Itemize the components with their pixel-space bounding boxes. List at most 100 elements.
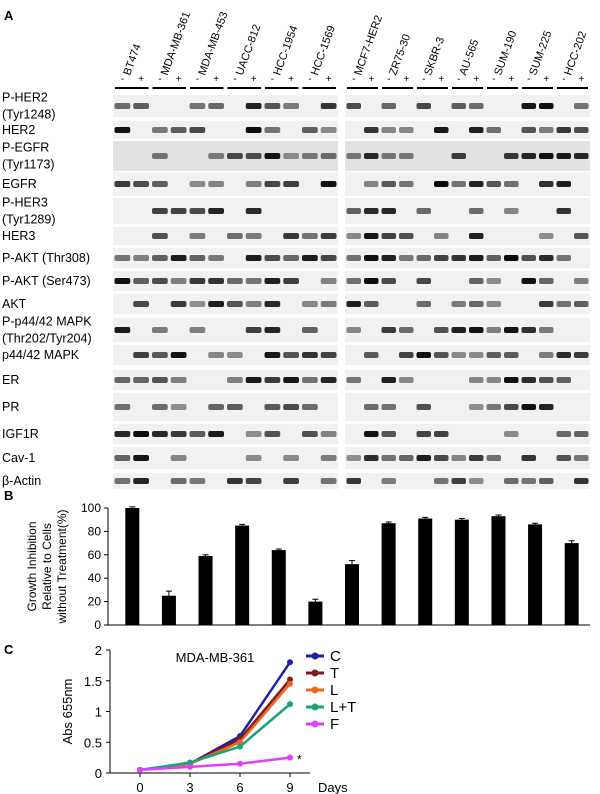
blot-band: [346, 478, 361, 484]
blot-band: [264, 255, 281, 261]
blot-band: [346, 153, 361, 159]
y-tick-label: 80: [88, 524, 102, 538]
bar: [418, 518, 433, 625]
blot-band: [245, 377, 262, 383]
protein-label: (Tyr1248): [2, 108, 56, 122]
blot-band: [283, 352, 299, 358]
blot-strip: [113, 447, 338, 469]
error-bar: [568, 540, 575, 546]
blot-band: [539, 181, 554, 187]
blot-band: [399, 181, 414, 187]
blot-band: [416, 103, 431, 109]
blot-band: [469, 455, 484, 461]
y-tick-label: 0: [94, 618, 101, 632]
blot-band: [539, 478, 554, 484]
blot-band: [133, 455, 149, 461]
bar: [308, 601, 323, 625]
blot-band: [364, 255, 379, 261]
blot-band: [434, 233, 449, 239]
blot-strip: [113, 95, 338, 117]
blot-band: [320, 278, 337, 284]
blot-band: [521, 404, 536, 410]
bar: [345, 564, 359, 625]
blot-band: [170, 455, 187, 461]
blot-strip: [345, 447, 590, 469]
blot-strip: [113, 424, 338, 444]
blot-band: [320, 233, 337, 239]
treatment-sign: +: [213, 74, 219, 85]
blot-band: [539, 103, 554, 109]
blot-band: [302, 404, 318, 410]
blot-band: [170, 255, 187, 261]
blot-band: [521, 327, 536, 333]
blot-band: [416, 255, 431, 261]
blot-band: [283, 377, 299, 383]
blot-band: [264, 103, 281, 109]
blot-band: [346, 377, 361, 383]
y-tick-label: 100: [81, 501, 101, 515]
blot-band: [574, 103, 589, 109]
treatment-sign: -: [527, 74, 530, 85]
blot-band: [469, 208, 484, 214]
legend-label: L: [330, 682, 338, 699]
blot-band: [469, 301, 484, 307]
blot-band: [320, 127, 337, 133]
blot-band: [469, 278, 484, 284]
bar: [161, 595, 176, 625]
blot-band: [227, 478, 243, 484]
blot-band: [504, 153, 519, 159]
protein-label: Cav-1: [2, 451, 35, 465]
blot-band: [539, 301, 554, 307]
x-axis-label: Days: [318, 780, 348, 794]
blot-strip: [113, 227, 338, 245]
treatment-sign: +: [176, 74, 182, 85]
blot-band: [170, 352, 187, 358]
blot-band: [504, 404, 519, 410]
blot-band: [152, 327, 168, 333]
blot-band: [133, 431, 149, 437]
blot-band: [381, 278, 396, 284]
treatment-sign: +: [288, 74, 294, 85]
blot-strip: [113, 294, 338, 314]
blot-band: [170, 478, 187, 484]
panel-label: B: [4, 488, 13, 503]
blot-band: [521, 278, 536, 284]
error-bar: [495, 514, 502, 518]
blot-band: [152, 404, 168, 410]
y-tick-label: 0.5: [84, 735, 102, 750]
blot-band: [399, 327, 414, 333]
bar: [454, 519, 469, 625]
blot-band: [245, 127, 262, 133]
blot-band: [486, 377, 501, 383]
blot-band: [245, 103, 262, 109]
blot-band: [133, 478, 149, 484]
blot-band: [283, 404, 299, 410]
data-point: [237, 743, 243, 750]
blot-band: [208, 103, 224, 109]
blot-band: [245, 208, 262, 214]
cell-line-label: SKBR-3: [422, 36, 447, 77]
error-bar: [385, 521, 392, 525]
error-bar: [202, 554, 209, 558]
blot-band: [208, 208, 224, 214]
treatment-sign: -: [308, 74, 311, 85]
blot-band: [469, 478, 484, 484]
blot-strip: [345, 95, 590, 117]
data-point: [237, 760, 243, 767]
blot-strip: [345, 271, 590, 291]
blot-band: [381, 455, 396, 461]
error-bar: [275, 548, 282, 552]
y-tick-label: 1.5: [84, 674, 102, 689]
blot-band: [114, 181, 131, 187]
blot-band: [399, 127, 414, 133]
blot-band: [227, 233, 243, 239]
blot-band: [416, 455, 431, 461]
cell-line-label: UACC-812: [234, 23, 263, 77]
protein-label: HER3: [2, 229, 35, 243]
treatment-sign: +: [368, 74, 374, 85]
y-tick-label: 1: [95, 705, 102, 720]
blot-band: [283, 478, 299, 484]
blot-strip: [345, 345, 590, 365]
blot-band: [152, 181, 168, 187]
cell-line-label: SUM-190: [492, 29, 519, 77]
